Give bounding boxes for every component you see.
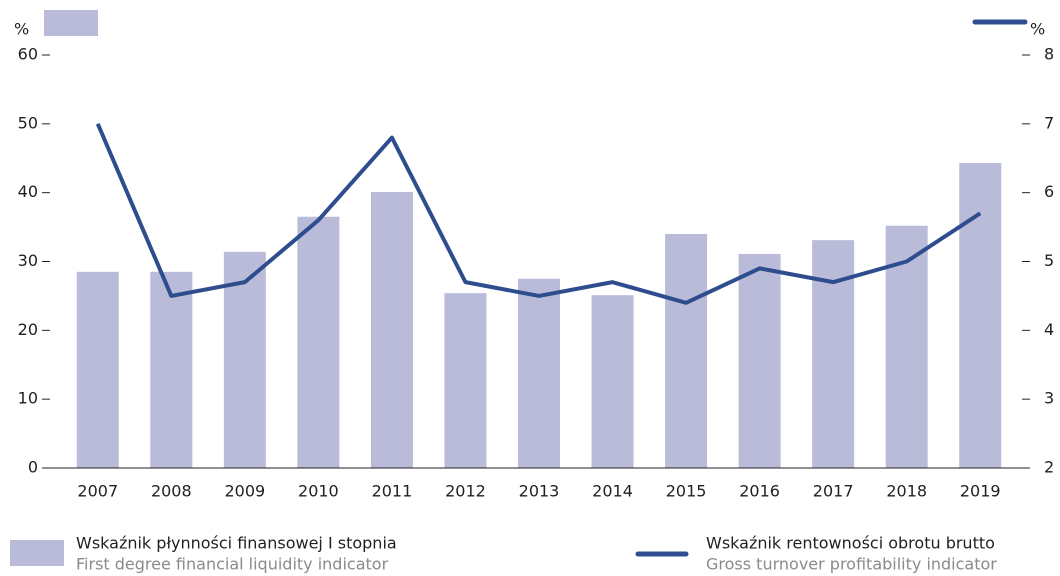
y-tick-label: 30 [18,251,38,270]
y2-tick-label: 3 [1044,389,1054,408]
bar [591,295,634,468]
bar [738,253,781,468]
bar [959,163,1002,468]
bar [297,216,340,468]
x-tick-label: 2007 [77,482,118,501]
y-tick-label: 0 [28,458,38,477]
bar [444,293,487,468]
y2-axis-unit: % [1030,20,1045,39]
bar [370,191,413,468]
x-tick-label: 2009 [224,482,265,501]
bar [518,278,560,468]
line [95,123,982,305]
bar [223,251,266,468]
x-tick-label: 2014 [592,482,633,501]
x-tick-label: 2016 [739,482,780,501]
y2-tick-label: 2 [1044,458,1054,477]
x-tick-label: 2012 [445,482,486,501]
x-tick-label: 2010 [298,482,339,501]
y-tick-label: 50 [18,113,38,132]
y-tick-label: 20 [18,320,38,339]
legend-sublabel: First degree financial liquidity indicat… [76,555,389,574]
x-tick-label: 2018 [886,482,927,501]
legend-swatch [10,540,64,566]
y-axis-unit: % [14,20,29,39]
bar [150,271,193,468]
y2-tick-label: 7 [1044,113,1054,132]
bar [665,233,708,468]
y-tick-label: 40 [18,182,38,201]
legend-label: Wskaźnik płynności finansowej I stopnia [76,534,397,553]
y2-tick-label: 8 [1044,45,1054,64]
y2-tick-label: 5 [1044,251,1054,270]
legend-sublabel: Gross turnover profitability indicator [706,555,997,574]
y-tick-label: 10 [18,389,38,408]
axis-swatch [44,10,98,36]
bar [76,271,119,468]
y2-tick-label: 6 [1044,182,1054,201]
x-tick-label: 2008 [151,482,192,501]
legend-label: Wskaźnik rentowności obrotu brutto [706,534,995,553]
y2-tick-label: 4 [1044,320,1054,339]
bar [812,240,855,468]
x-tick-label: 2019 [960,482,1001,501]
x-tick-label: 2011 [372,482,413,501]
x-tick-label: 2017 [813,482,854,501]
x-tick-label: 2013 [519,482,560,501]
x-tick-label: 2015 [666,482,707,501]
y-tick-label: 60 [18,45,38,64]
